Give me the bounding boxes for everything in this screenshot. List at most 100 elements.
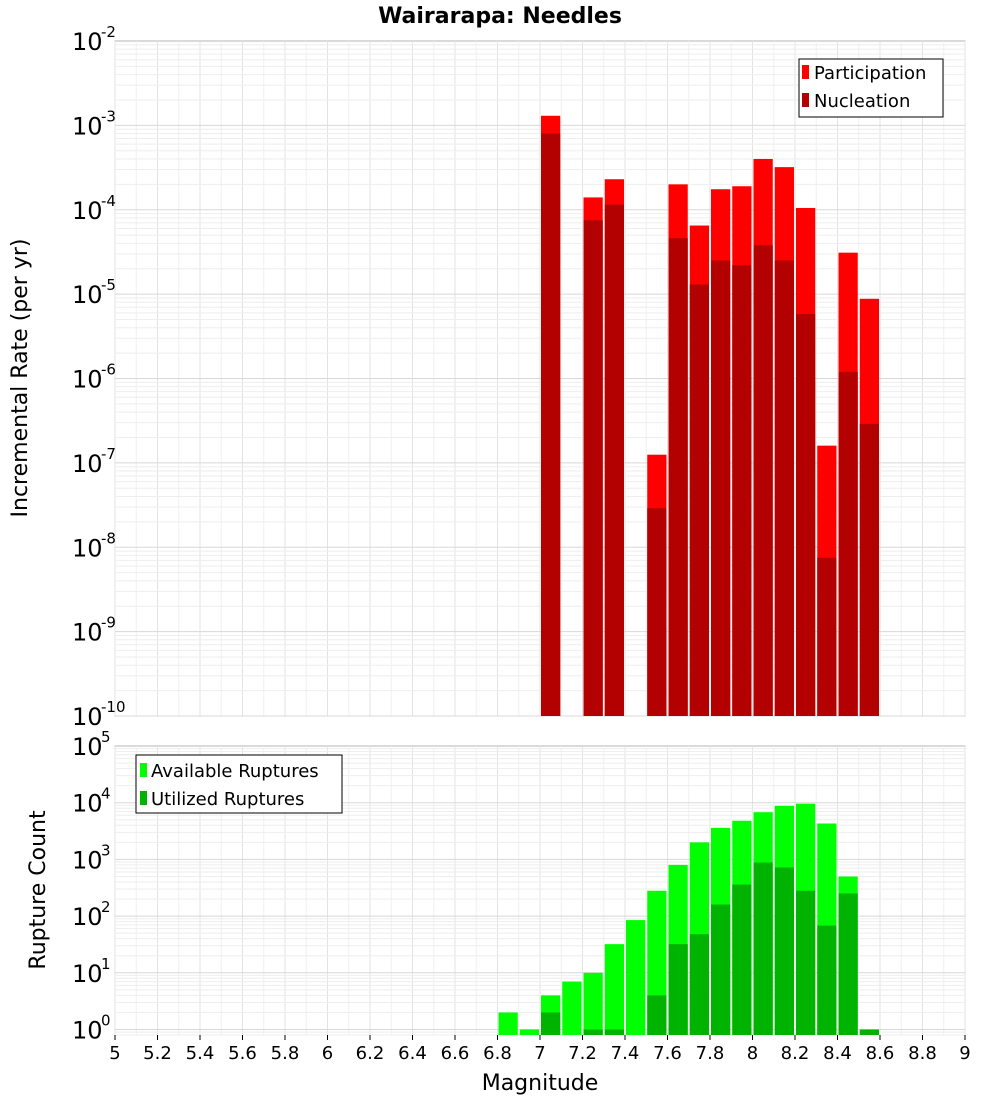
bottom-y-tick: 102 [72,898,111,931]
legend-label-utilized: Utilized Ruptures [151,789,304,810]
top-y-tick: 10-10 [72,698,126,731]
top-bar-nucleation [668,238,688,716]
x-tick-label: 5.6 [228,1043,257,1064]
x-tick-label: 8.8 [908,1043,937,1064]
top-y-tick-base: 10 [72,450,103,478]
top-y-tick-exponent: -4 [101,192,116,210]
top-bar-nucleation [859,423,879,716]
top-y-tick-exponent: -7 [101,445,116,463]
top-y-tick: 10-5 [72,276,116,309]
top-y-tick-exponent: -6 [101,361,116,379]
bottom-bar-utilized-ruptures [668,944,688,1035]
top-y-tick: 10-8 [72,529,116,562]
top-bar-nucleation [817,557,837,716]
top-y-tick-exponent: -5 [101,276,116,294]
bottom-y-tick-base: 10 [72,903,103,931]
bottom-y-tick-exponent: 0 [101,1012,111,1030]
top-bar-nucleation [604,204,624,717]
bottom-y-tick-base: 10 [72,846,103,874]
x-tick-label: 6.4 [398,1043,427,1064]
top-y-tick-base: 10 [72,197,103,225]
top-bar-nucleation [711,260,731,716]
x-tick-label: 6.8 [483,1043,512,1064]
top-y-tick-base: 10 [72,28,103,56]
bottom-legend: Available Ruptures Utilized Ruptures [135,754,343,814]
bottom-y-tick: 101 [72,955,111,988]
top-y-tick: 10-7 [72,445,116,478]
bottom-bar-utilized-ruptures [689,934,709,1035]
top-legend: Participation Nucleation [798,58,944,118]
bottom-bar-available-ruptures [519,1029,539,1035]
bottom-bar-utilized-ruptures [711,904,731,1035]
top-bar-nucleation [647,508,667,716]
top-y-tick: 10-3 [72,107,116,140]
bottom-bar-utilized-ruptures [732,884,752,1035]
bottom-bar-utilized-ruptures [817,925,837,1035]
x-tick-label: 8.4 [823,1043,852,1064]
top-y-tick: 10-9 [72,614,116,647]
bottom-y-tick-base: 10 [72,960,103,988]
x-tick-label: 8 [747,1043,758,1064]
bottom-y-tick: 104 [72,785,111,818]
bottom-y-tick-exponent: 1 [101,955,111,973]
bottom-bar-available-ruptures [604,944,624,1035]
x-tick-label: 7 [534,1043,545,1064]
legend-swatch-available [140,763,147,777]
top-y-tick-exponent: -3 [101,107,116,125]
top-y-tick-base: 10 [72,534,103,562]
bottom-legend-box [135,754,343,814]
x-tick-label: 7.4 [611,1043,640,1064]
top-y-ticks: 10-210-310-410-510-610-710-810-910-10 [72,23,126,731]
x-tick-label: 7.8 [696,1043,725,1064]
bottom-y-tick-base: 10 [72,733,103,761]
x-tick-label: 8.2 [781,1043,810,1064]
top-y-tick-exponent: -9 [101,614,116,632]
top-y-tick-base: 10 [72,703,103,731]
top-y-tick: 10-4 [72,192,116,225]
x-tick-label: 8.6 [866,1043,895,1064]
top-legend-box [798,58,944,118]
top-bar-nucleation [796,314,816,716]
x-tick-label: 5.8 [271,1043,300,1064]
legend-label-participation: Participation [814,63,926,84]
bottom-bar-utilized-ruptures [753,862,773,1035]
bottom-y-tick: 100 [72,1012,111,1045]
top-y-tick-base: 10 [72,281,103,309]
bottom-bar-utilized-ruptures [583,1029,603,1035]
chart-title: Wairarapa: Needles [378,4,622,29]
x-tick-label: 5.4 [186,1043,215,1064]
bottom-bar-utilized-ruptures [796,890,816,1035]
top-y-tick: 10-6 [72,361,116,394]
bottom-y-tick-exponent: 5 [101,728,111,746]
bottom-grid [114,746,966,1036]
top-bar-nucleation [541,133,561,717]
bottom-y-tick: 105 [72,728,111,761]
bottom-bar-available-ruptures [583,972,603,1035]
top-y-axis-label: Incremental Rate (per yr) [8,239,33,518]
bottom-bar-available-ruptures [626,920,646,1035]
top-y-tick-base: 10 [72,112,103,140]
bottom-bar-available-ruptures [562,981,582,1035]
legend-label-available: Available Ruptures [151,761,319,782]
top-bars [541,115,879,717]
bottom-y-tick-base: 10 [72,1017,103,1045]
top-y-tick-base: 10 [72,619,103,647]
top-bar-nucleation [753,245,773,717]
x-tick-label: 6 [322,1043,333,1064]
bottom-bar-utilized-ruptures [647,995,667,1035]
bottom-y-tick-exponent: 2 [101,898,111,916]
legend-swatch-nucleation [802,93,809,107]
bottom-bar-utilized-ruptures [774,867,794,1035]
participation-panel: 10-210-310-410-510-610-710-810-910-10 In… [8,23,966,731]
bottom-bar-available-ruptures [498,1012,518,1035]
bottom-y-tick-base: 10 [72,790,103,818]
top-y-tick-exponent: -2 [101,23,116,41]
top-bar-nucleation [838,371,858,716]
x-ticks: 5 5.2 5.4 5.6 5.8 6 6.2 6.4 6.6 6.8 7 7.2 7.4 7.6 7.8 8… [109,1035,971,1064]
top-bar-nucleation [732,265,752,716]
bottom-y-tick: 103 [72,841,111,874]
bottom-bar-utilized-ruptures [541,1012,561,1035]
